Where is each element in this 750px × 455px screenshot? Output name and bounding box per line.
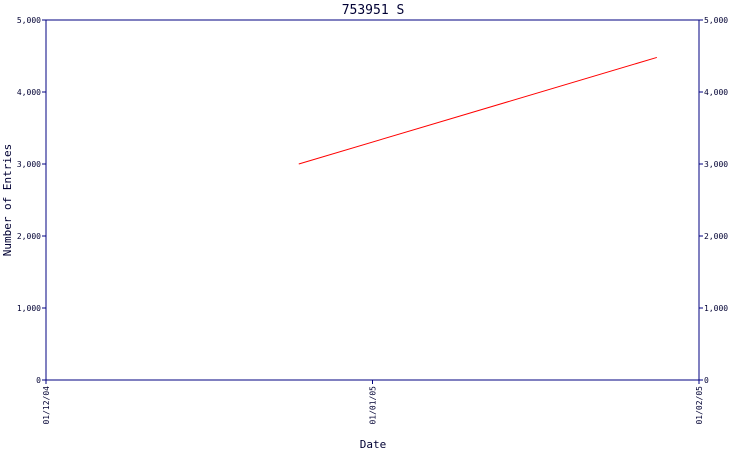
y-tick-label-right: 5,000 xyxy=(704,16,728,25)
y-tick-label-right: 3,000 xyxy=(704,160,728,169)
y-tick-label-right: 2,000 xyxy=(704,232,728,241)
y-tick-label-left: 4,000 xyxy=(17,88,41,97)
series-line xyxy=(298,56,658,165)
x-tick-label: 01/12/04 xyxy=(42,386,51,425)
y-tick-label-left: 1,000 xyxy=(17,304,41,313)
y-tick-label-left: 0 xyxy=(36,376,41,385)
series-layer xyxy=(298,56,658,165)
y-tick-label-left: 2,000 xyxy=(17,232,41,241)
y-axis-right: 0 1,000 2,000 3,000 4,000 5,000 xyxy=(699,16,728,385)
y-tick-label-right: 0 xyxy=(704,376,709,385)
y-axis-left: 0 1,000 2,000 3,000 4,000 5,000 xyxy=(17,16,46,385)
y-tick-label-right: 1,000 xyxy=(704,304,728,313)
x-tick-label: 01/01/05 xyxy=(369,386,378,425)
x-axis-label: Date xyxy=(360,438,387,450)
y-tick-label-left: 5,000 xyxy=(17,16,41,25)
x-axis: 01/12/04 01/01/05 01/02/05 xyxy=(42,380,704,425)
y-tick-label-right: 4,000 xyxy=(704,88,728,97)
y-tick-label-left: 3,000 xyxy=(17,160,41,169)
chart-title: 753951 S xyxy=(342,3,405,18)
x-tick-label: 01/02/05 xyxy=(695,386,704,425)
y-axis-label: Number of Entries xyxy=(1,144,14,257)
